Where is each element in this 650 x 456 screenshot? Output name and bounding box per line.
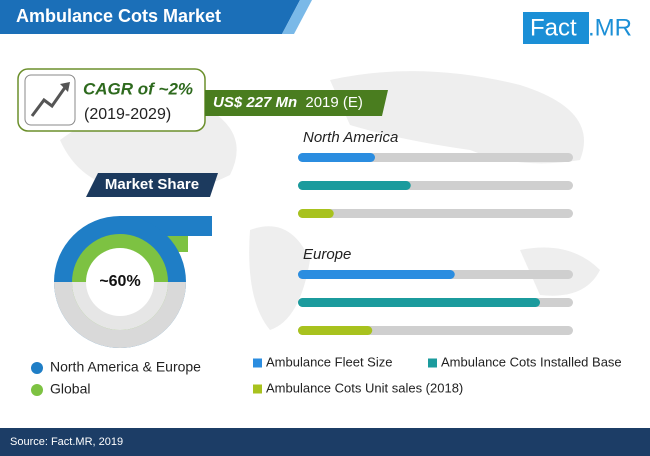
legend-swatch xyxy=(253,358,262,368)
cagr-icon-line xyxy=(30,85,68,117)
bar-chart: North America Europe Ambulance Fleet Size A… xyxy=(253,129,622,395)
bar xyxy=(298,298,540,307)
cagr-label: CAGR of ~2% xyxy=(83,79,193,98)
market-share-banner xyxy=(86,173,218,197)
legend-label: Ambulance Fleet Size xyxy=(266,354,392,369)
bar xyxy=(298,153,375,162)
legend-swatch xyxy=(253,384,262,394)
market-size-banner xyxy=(205,90,388,116)
logo-text: Fact xyxy=(530,14,577,41)
title-banner xyxy=(0,0,300,34)
market-size-note: 2019 (E) xyxy=(305,94,363,111)
legend-swatch xyxy=(428,358,437,368)
market-size-value: US$ 227 Mn xyxy=(213,94,297,111)
title-accent xyxy=(282,0,312,34)
category-label: North America xyxy=(303,129,398,146)
cagr-icon-arrow xyxy=(60,82,70,92)
category-label: Europe xyxy=(303,246,351,263)
bar xyxy=(298,209,334,218)
legend-label: Ambulance Cots Unit sales (2018) xyxy=(266,380,463,395)
legend-label: Ambulance Cots Installed Base xyxy=(441,354,622,369)
bar xyxy=(298,326,373,335)
legend-label: Global xyxy=(50,381,90,397)
share-legend: North America & Europe Global xyxy=(31,359,201,397)
legend-label: North America & Europe xyxy=(50,359,201,375)
share-label: ~60% xyxy=(99,273,140,290)
donut-hole xyxy=(86,248,154,316)
cagr-period: (2019-2029) xyxy=(84,106,171,123)
legend-dot xyxy=(31,362,43,374)
market-share-title: Market Share xyxy=(105,176,199,193)
logo-box xyxy=(523,12,589,44)
cagr-icon-frame xyxy=(24,74,76,126)
bar xyxy=(298,270,455,279)
logo-suffix: .MR xyxy=(588,14,632,41)
market-size: US$ 227 Mn 2019 (E) xyxy=(213,94,363,111)
page-title: Ambulance Cots Market xyxy=(16,6,221,26)
footer xyxy=(0,428,650,456)
source: Source: Fact.MR, 2019 xyxy=(10,436,123,448)
bar xyxy=(298,181,411,190)
legend-dot xyxy=(31,384,43,396)
bar-track xyxy=(298,209,573,218)
